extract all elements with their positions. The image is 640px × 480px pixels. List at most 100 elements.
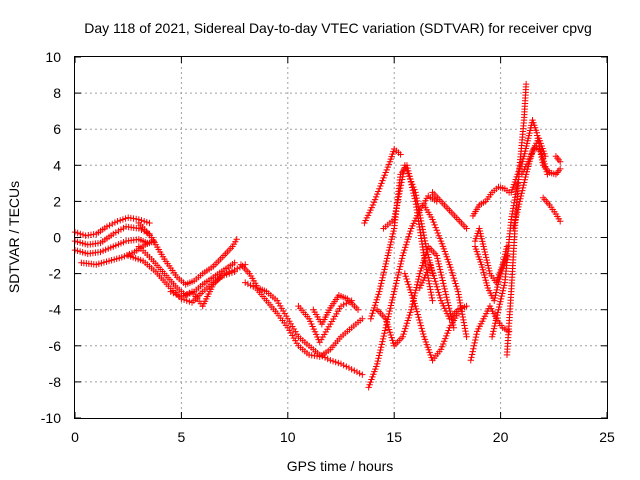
data-point xyxy=(480,243,487,250)
data-point xyxy=(396,266,403,273)
data-point xyxy=(412,287,420,294)
data-point xyxy=(470,345,477,352)
data-point xyxy=(460,316,467,324)
data-point xyxy=(436,263,443,270)
data-point xyxy=(394,196,402,203)
data-point xyxy=(416,209,423,216)
data-point xyxy=(402,164,410,172)
data-point xyxy=(495,303,503,311)
data-point xyxy=(468,354,475,361)
data-point xyxy=(170,289,177,297)
data-point xyxy=(389,296,396,304)
data-point xyxy=(444,329,451,337)
data-point xyxy=(414,278,421,286)
data-point xyxy=(411,186,418,193)
data-point xyxy=(433,252,440,259)
data-point xyxy=(405,314,412,322)
data-point xyxy=(404,170,412,177)
data-point xyxy=(429,216,436,223)
series-track-30 xyxy=(518,144,551,178)
data-point xyxy=(378,180,385,187)
data-point xyxy=(388,334,395,341)
data-point xyxy=(381,266,388,273)
data-point xyxy=(413,284,420,291)
data-point xyxy=(381,330,388,337)
data-point xyxy=(436,294,444,302)
data-point xyxy=(403,275,410,283)
data-point xyxy=(180,292,188,299)
chart-title: Day 118 of 2021, Sidereal Day-to-day VTE… xyxy=(84,20,592,36)
y-tick-label: 0 xyxy=(53,230,61,246)
data-point xyxy=(437,269,444,276)
data-point xyxy=(372,193,380,201)
series-track-3 xyxy=(71,236,151,257)
data-point xyxy=(383,257,390,265)
data-point xyxy=(378,280,385,287)
data-point xyxy=(432,224,439,231)
data-point xyxy=(413,194,420,202)
grid xyxy=(75,57,607,418)
data-point xyxy=(380,269,388,276)
data-point xyxy=(415,203,422,210)
data-point xyxy=(521,179,528,186)
data-point xyxy=(433,283,441,290)
data-point xyxy=(359,371,366,378)
data-point xyxy=(385,326,393,333)
data-point xyxy=(522,173,529,181)
x-tick-label: 20 xyxy=(493,429,509,445)
data-point xyxy=(220,270,228,277)
data-point xyxy=(354,306,362,313)
data-point xyxy=(436,291,443,299)
data-point xyxy=(516,198,523,205)
series-track-21 xyxy=(420,201,470,340)
data-point xyxy=(483,256,490,264)
data-point xyxy=(376,349,383,356)
data-point xyxy=(397,184,404,192)
data-points xyxy=(71,80,564,391)
data-point xyxy=(404,317,412,324)
data-point xyxy=(429,269,437,277)
data-point xyxy=(389,230,397,238)
y-tick-label: -8 xyxy=(49,374,62,390)
data-point xyxy=(434,255,441,262)
data-point xyxy=(370,307,377,314)
data-point xyxy=(500,284,507,292)
data-point xyxy=(234,265,241,272)
data-point xyxy=(377,282,384,290)
data-point xyxy=(405,172,413,180)
series-track-24 xyxy=(471,243,511,304)
data-point xyxy=(178,293,185,301)
data-point xyxy=(404,236,412,243)
data-point xyxy=(383,318,390,325)
data-point xyxy=(420,231,428,239)
data-point xyxy=(353,368,361,376)
data-point xyxy=(422,251,429,258)
data-point xyxy=(412,192,420,199)
data-point xyxy=(413,197,421,205)
data-point xyxy=(135,225,143,232)
data-point xyxy=(455,294,463,301)
data-point xyxy=(399,333,406,340)
data-point xyxy=(436,266,444,273)
data-point xyxy=(443,332,450,340)
data-point xyxy=(518,190,525,197)
series-track-20 xyxy=(429,189,470,232)
y-tick-label: -2 xyxy=(49,266,62,282)
data-point xyxy=(481,246,488,253)
data-point xyxy=(395,269,402,276)
data-point xyxy=(513,211,520,219)
data-point xyxy=(408,178,415,185)
data-point xyxy=(438,271,445,279)
data-point xyxy=(409,181,416,188)
data-point xyxy=(329,357,337,365)
data-point xyxy=(404,278,411,285)
data-point xyxy=(410,183,417,191)
x-tick-label: 5 xyxy=(178,429,186,445)
data-point xyxy=(501,282,508,289)
data-point xyxy=(481,248,489,256)
data-point xyxy=(402,244,409,251)
data-point xyxy=(332,358,339,366)
data-point xyxy=(499,287,507,294)
data-point xyxy=(376,285,384,293)
data-point xyxy=(412,189,419,196)
